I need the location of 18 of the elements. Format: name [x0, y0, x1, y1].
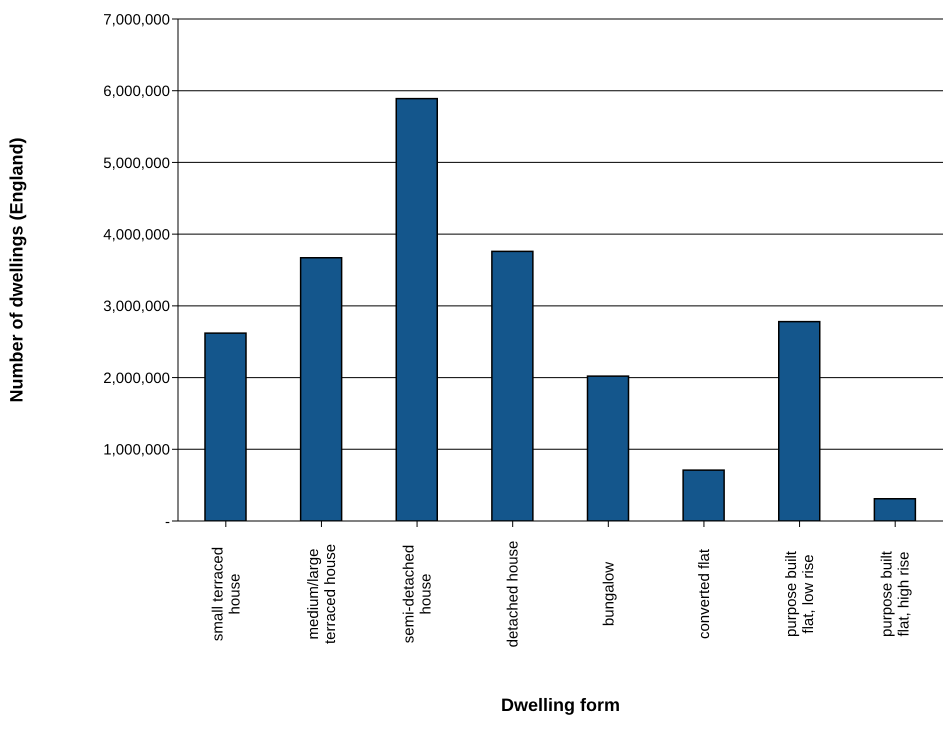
x-tick-label: detached house [504, 540, 522, 648]
y-tick-label: 3,000,000 [103, 298, 170, 316]
x-tick-label: purpose built flat, low rise [783, 550, 818, 637]
y-tick-label: 5,000,000 [103, 154, 170, 172]
x-tick-label: bungalow [600, 562, 618, 626]
x-tick-label: small terraced house [209, 546, 244, 642]
y-tick-label: 2,000,000 [103, 370, 170, 387]
y-tick-label: 1,000,000 [103, 442, 170, 459]
y-tick-label: 4,000,000 [103, 226, 170, 244]
x-tick-label: converted flat [696, 548, 713, 640]
y-tick-label: - [165, 513, 170, 530]
y-tick-label: 6,000,000 [103, 83, 170, 100]
x-axis-title: Dwelling form [500, 695, 620, 715]
y-axis-title: Number of dwellings (England) [6, 137, 26, 402]
x-tick-label: semi-detached house [400, 544, 435, 644]
y-tick-label: 7,000,000 [103, 11, 170, 28]
x-tick-label: purpose built flat, high rise [878, 550, 913, 637]
x-tick-label: medium/large terraced house [304, 544, 339, 644]
